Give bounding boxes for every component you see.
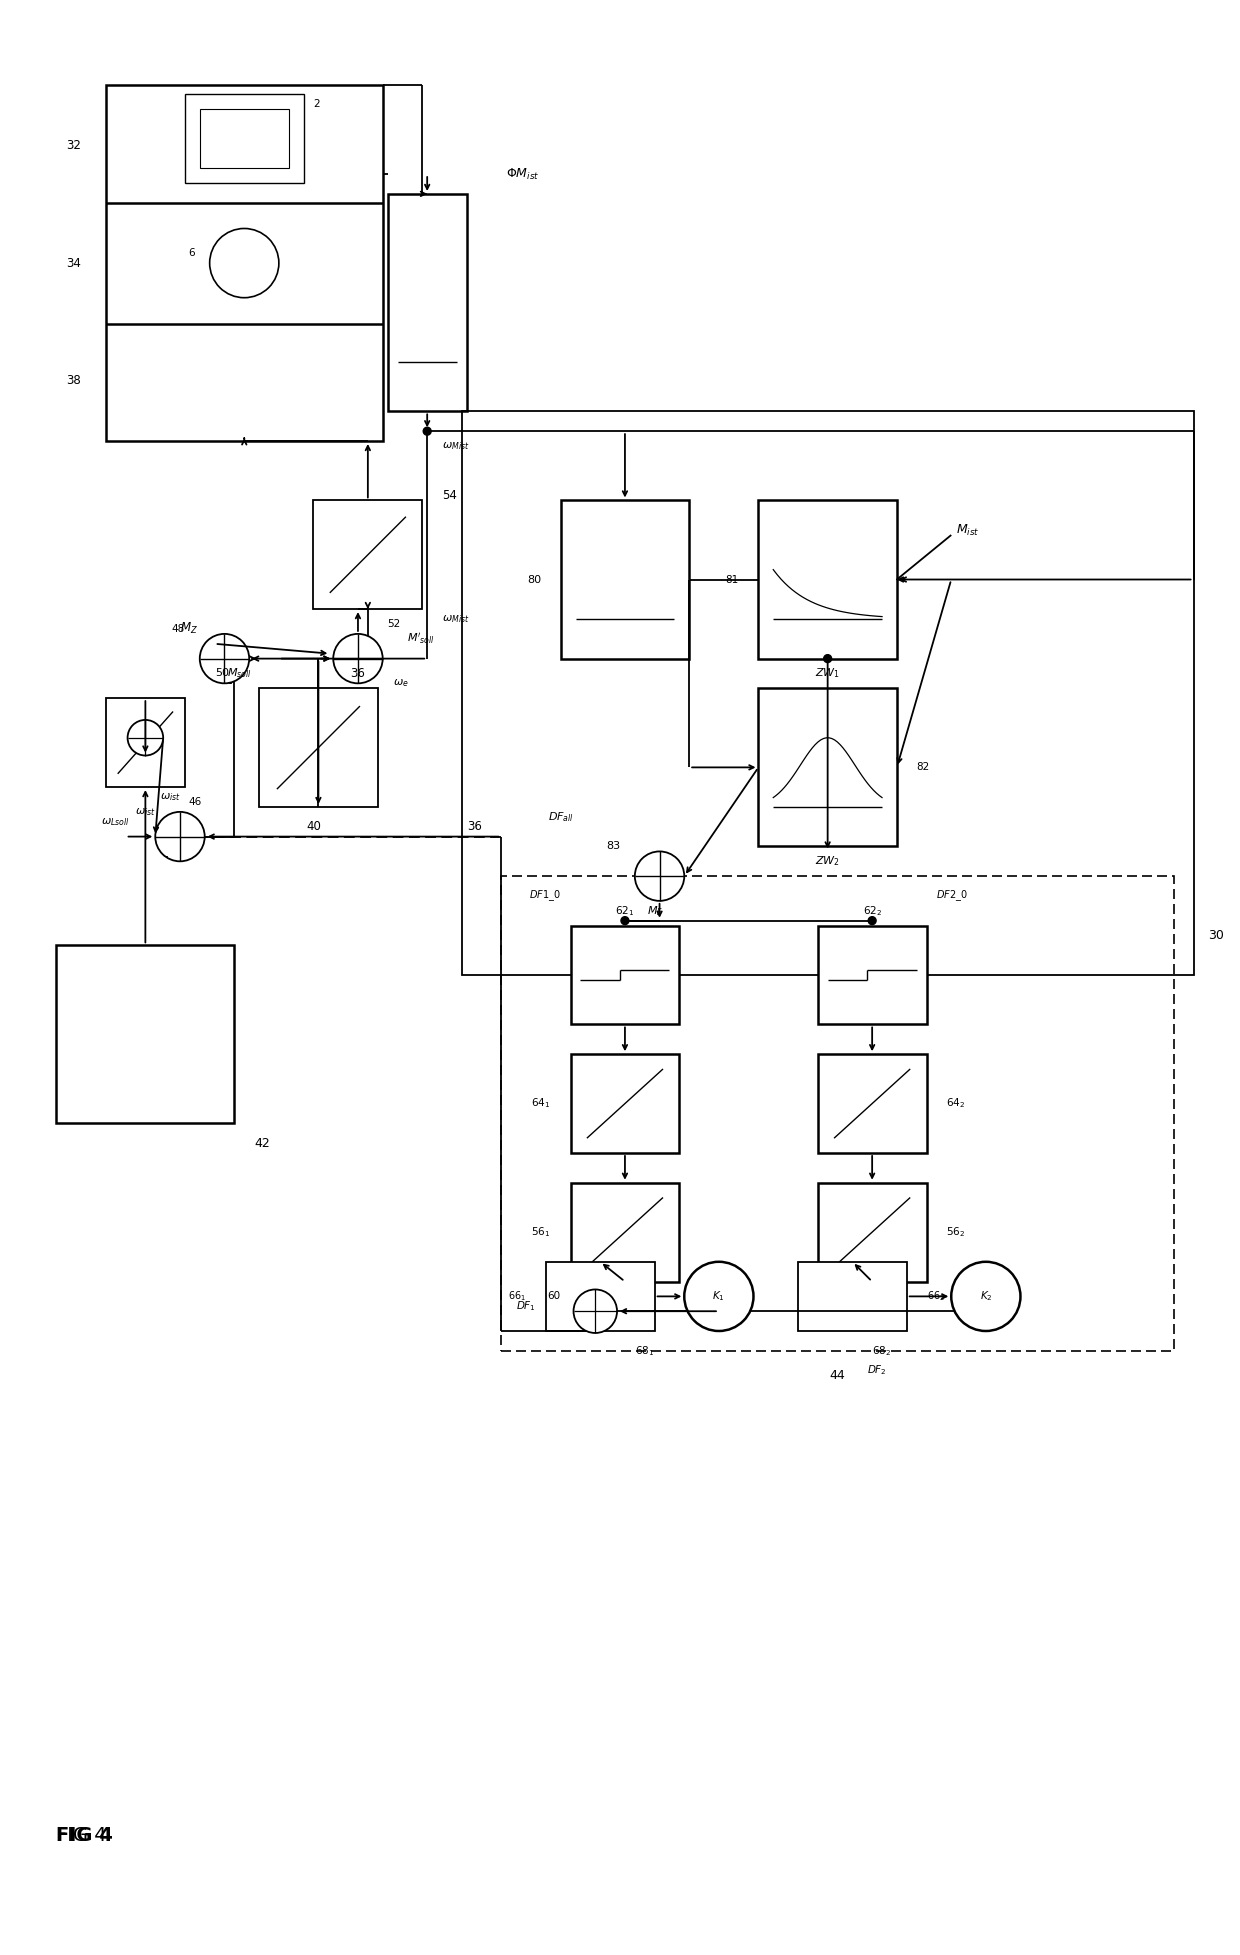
Circle shape [128,719,164,755]
Bar [759,688,897,847]
Bar [185,94,304,184]
Bar [570,1054,680,1153]
Circle shape [155,811,205,862]
Text: $64_1$: $64_1$ [532,1097,551,1110]
Text: 40: 40 [306,821,321,833]
Bar [501,876,1174,1351]
Text: $K_1$: $K_1$ [713,1290,725,1304]
Text: $DF1\_0$: $DF1\_0$ [529,888,560,903]
Text: 38: 38 [67,373,81,387]
Circle shape [574,1290,618,1333]
Text: $\omega_{ist}$: $\omega_{ist}$ [160,792,181,804]
Text: 50: 50 [216,669,229,678]
Bar [817,925,926,1024]
Text: $DF2\_0$: $DF2\_0$ [936,888,968,903]
Text: 46: 46 [188,798,201,807]
Text: 32: 32 [66,139,81,152]
Text: $M_{ist}$: $M_{ist}$ [956,522,980,538]
Text: 80: 80 [527,575,541,585]
Text: 34: 34 [66,256,81,270]
Text: 6: 6 [188,248,195,258]
Text: $68_2$: $68_2$ [873,1343,892,1357]
Circle shape [621,917,629,925]
Text: 54: 54 [441,489,456,502]
Bar [759,500,897,659]
Text: $M_F$: $M_F$ [646,903,662,917]
Text: FIG 4: FIG 4 [56,1826,113,1846]
Bar [314,500,423,610]
Text: $\omega_{ist}$: $\omega_{ist}$ [135,805,156,817]
Bar [105,698,185,788]
Text: $\omega_{Mist}$: $\omega_{Mist}$ [441,440,470,452]
Text: 81: 81 [725,575,739,585]
Bar [817,1183,926,1282]
Text: $\omega_{Mist}$: $\omega_{Mist}$ [441,614,470,626]
Text: $68_1$: $68_1$ [635,1343,655,1357]
Text: 52: 52 [388,620,401,630]
Text: 44: 44 [830,1368,846,1382]
Text: 48: 48 [171,624,185,633]
Text: $ZW_2$: $ZW_2$ [815,854,841,868]
Text: -: - [227,676,232,690]
Text: $ZW_1$: $ZW_1$ [815,667,841,680]
Circle shape [200,633,249,684]
Bar [259,688,378,807]
Bar [461,411,1194,976]
Text: $DF_2$: $DF_2$ [867,1365,887,1378]
Text: $62_1$: $62_1$ [615,903,635,917]
Circle shape [951,1261,1021,1331]
Bar [570,925,680,1024]
Bar [105,86,383,442]
Text: $\omega_{Lsoll}$: $\omega_{Lsoll}$ [100,815,130,827]
Bar [200,109,289,168]
Text: $66_1$: $66_1$ [508,1290,526,1304]
Text: 2: 2 [314,98,320,109]
Text: 83: 83 [606,841,620,852]
Text: 42: 42 [254,1136,270,1150]
Text: 36: 36 [351,667,366,680]
Text: $\omega_e$: $\omega_e$ [393,678,408,690]
Circle shape [868,917,877,925]
Text: FIG 4: FIG 4 [56,1826,107,1846]
Bar [799,1261,906,1331]
Circle shape [423,428,432,436]
Text: 36: 36 [466,821,481,833]
Bar [546,1261,655,1331]
Bar [56,946,234,1124]
Text: $DF_1$: $DF_1$ [516,1300,536,1314]
Text: $62_2$: $62_2$ [863,903,882,917]
Circle shape [635,852,684,901]
Text: $M_{soll}$: $M_{soll}$ [227,667,252,680]
Bar [388,194,466,411]
Circle shape [334,633,383,684]
Text: $M_Z$: $M_Z$ [180,622,198,637]
Text: $56_2$: $56_2$ [946,1226,966,1239]
Bar [570,1183,680,1282]
Text: $56_1$: $56_1$ [532,1226,551,1239]
Text: 30: 30 [1208,929,1224,942]
Text: $K_2$: $K_2$ [980,1290,992,1304]
Text: $DF_{all}$: $DF_{all}$ [548,809,574,823]
Circle shape [210,229,279,297]
Text: -: - [162,850,167,862]
Circle shape [684,1261,754,1331]
Text: 82: 82 [916,762,930,772]
Bar [817,1054,926,1153]
Text: $64_2$: $64_2$ [946,1097,966,1110]
Text: 60: 60 [548,1292,560,1302]
Text: $66_2$: $66_2$ [926,1290,945,1304]
Circle shape [823,655,832,663]
Text: $M'_{soll}$: $M'_{soll}$ [408,631,435,647]
Bar [560,500,689,659]
Text: $\Phi M_{ist}$: $\Phi M_{ist}$ [506,166,539,182]
